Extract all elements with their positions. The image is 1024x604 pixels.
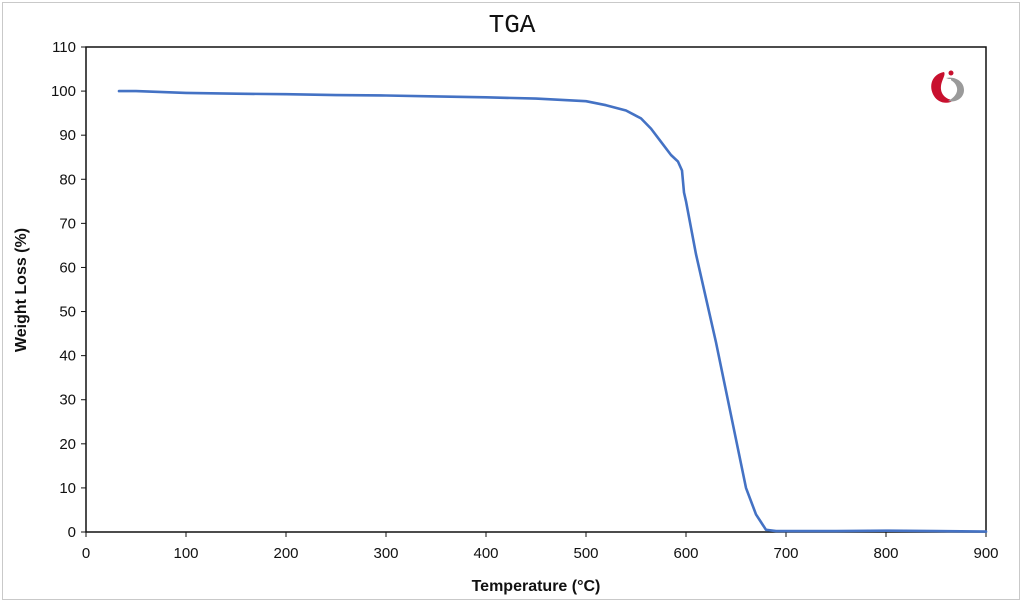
chart-title: TGA xyxy=(488,10,536,40)
y-tick-label: 30 xyxy=(59,392,76,409)
x-tick-label: 400 xyxy=(473,545,498,562)
y-tick-label: 100 xyxy=(51,83,76,100)
x-tick-label: 0 xyxy=(82,545,90,562)
y-tick-label: 10 xyxy=(59,480,76,497)
series-line xyxy=(117,89,988,533)
y-axis: 0 10 20 30 40 50 60 70 80 90 100 110 xyxy=(51,39,86,541)
y-tick-label: 90 xyxy=(59,127,76,144)
y-tick-label: 0 xyxy=(68,524,76,541)
y-tick-label: 40 xyxy=(59,348,76,365)
x-tick-label: 700 xyxy=(773,545,798,562)
x-axis: 0 100 200 300 400 500 600 700 800 900 xyxy=(82,532,999,562)
x-tick-label: 600 xyxy=(673,545,698,562)
x-tick-label: 300 xyxy=(373,545,398,562)
y-tick-label: 110 xyxy=(52,39,76,56)
y-tick-label: 50 xyxy=(59,304,76,321)
company-logo-icon xyxy=(931,70,964,103)
y-tick-label: 80 xyxy=(59,171,76,188)
x-tick-label: 900 xyxy=(973,545,998,562)
y-tick-label: 70 xyxy=(59,215,76,232)
y-axis-title: Weight Loss (%) xyxy=(13,228,30,352)
y-tick-label: 20 xyxy=(59,436,76,453)
x-tick-label: 500 xyxy=(573,545,598,562)
x-tick-label: 100 xyxy=(173,545,198,562)
y-tick-label: 60 xyxy=(59,259,76,276)
x-axis-title: Temperature (°C) xyxy=(472,578,601,595)
x-tick-label: 200 xyxy=(273,545,298,562)
x-tick-label: 800 xyxy=(873,545,898,562)
plot-border xyxy=(85,46,987,533)
